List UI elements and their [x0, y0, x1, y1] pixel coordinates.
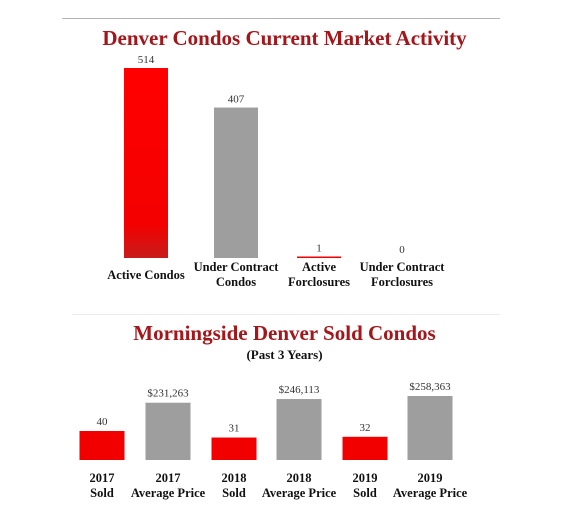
chart1-value-label-3: 0: [399, 244, 405, 256]
chart1-category-line: Condos: [215, 275, 257, 289]
chart1-bar-1: [214, 107, 258, 259]
chart2-category-0: 2017 Sold: [57, 471, 147, 501]
chart2-value-label-3: $246,113: [279, 384, 320, 396]
chart2-category-2: 2018 Sold: [189, 471, 279, 501]
chart2-category-4: 2019 Sold: [320, 471, 410, 501]
chart2-category-line: Sold: [222, 486, 246, 500]
chart2-category-line: 2017: [155, 471, 181, 485]
chart2-category-line: Average Price: [130, 486, 206, 500]
chart2-category-line: 2019: [417, 471, 443, 485]
chart2-bar-1: [145, 402, 191, 460]
chart2-category-5: 2019 Average Price: [385, 471, 475, 501]
chart2-bar-4: [342, 436, 388, 460]
chart2-subtitle: (Past 3 Years): [246, 347, 323, 362]
chart1-category-0: Active Condos: [96, 268, 196, 283]
chart1-category-line: Under Contract: [359, 260, 445, 274]
chart1-value-label-2: 1: [316, 243, 322, 255]
chart2-title: Morningside Denver Sold Condos: [133, 321, 436, 345]
chart1-category-line: Under Contract: [193, 260, 279, 274]
chart2-category-line: 2017: [89, 471, 115, 485]
chart1-title: Denver Condos Current Market Activity: [102, 26, 467, 50]
chart2-category-line: 2019: [352, 471, 378, 485]
chart2-value-label-4: 32: [360, 422, 371, 434]
chart2-category-line: Average Price: [261, 486, 337, 500]
chart2-category-line: Sold: [353, 486, 377, 500]
chart1-category-line: Active: [301, 260, 336, 274]
chart1-plot: 514 407 1 0: [124, 54, 405, 259]
chart2-value-label-5: $258,363: [409, 381, 451, 393]
chart1-category-2: Active Forclosures: [269, 260, 369, 290]
chart1-category-1: Under Contract Condos: [186, 260, 286, 290]
chart2-category-1: 2017 Average Price: [123, 471, 213, 501]
chart2-bar-0: [79, 431, 125, 460]
chart2-category-line: 2018: [221, 471, 247, 485]
chart2-bar-3: [276, 399, 322, 460]
chart1-bar-0: [124, 68, 168, 258]
top-divider: [62, 18, 500, 19]
chart2-category-line: Average Price: [392, 486, 468, 500]
chart2-category-line: 2018: [286, 471, 312, 485]
chart1-category-3: Under Contract Forclosures: [352, 260, 452, 290]
chart2-bar-2: [211, 437, 257, 460]
section-divider: [72, 314, 500, 315]
chart1-category-line: Forclosures: [287, 275, 351, 289]
chart1-value-label-0: 514: [138, 54, 155, 66]
chart2-value-label-0: 40: [97, 416, 109, 428]
chart1-bar-2: [297, 256, 341, 258]
chart2-category-3: 2018 Average Price: [254, 471, 344, 501]
chart1-category-line: Active Condos: [107, 268, 185, 282]
chart2-category-line: Sold: [90, 486, 114, 500]
chart2-bar-5: [407, 396, 453, 460]
chart1-value-label-1: 407: [228, 94, 245, 106]
chart2-value-label-2: 31: [229, 423, 240, 435]
chart1-category-line: Forclosures: [370, 275, 434, 289]
chart2-value-label-1: $231,263: [147, 388, 189, 400]
